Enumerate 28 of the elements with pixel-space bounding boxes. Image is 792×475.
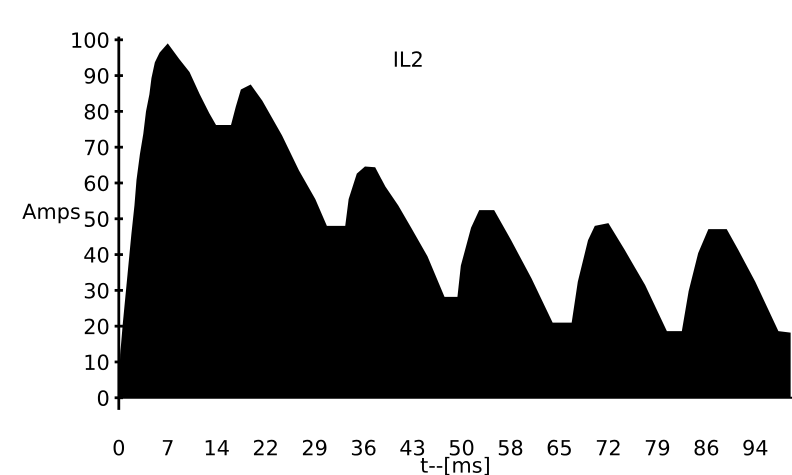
y-tick-label: 70 [84,140,108,156]
y-tick-label: 60 [84,175,108,192]
y-tick-label: 10 [86,354,108,370]
x-tick-label: 43 [400,440,424,456]
x-tick-label: 72 [596,440,620,456]
y-tick-label: 80 [84,104,108,120]
y-tick-label: 100 [72,32,108,48]
y-tick-label: 0 [98,390,108,406]
y-tick-label: 50 [84,211,108,227]
y-axis-title: Amps [22,204,80,224]
x-tick-label: 79 [646,440,670,456]
x-tick-label: 7 [162,440,173,456]
x-tick-label: 94 [743,440,768,456]
x-tick-label: 14 [206,440,229,456]
x-tick-label: 58 [498,440,522,456]
y-tick-label: 30 [84,282,108,299]
y-tick-label: 90 [84,68,108,84]
x-tick-label: 0 [114,440,124,456]
y-tick-label: 20 [84,318,108,334]
x-axis-title: t--[ms] [420,456,489,475]
x-tick-label: 29 [302,440,326,456]
x-tick-label: 22 [254,440,277,456]
x-tick-label: 65 [548,440,571,456]
y-tick-label: 40 [84,247,108,263]
x-tick-label: 36 [352,440,376,456]
x-tick-label: 86 [694,440,718,456]
x-tick-label: 50 [450,440,474,456]
text: IL2 [394,51,422,67]
